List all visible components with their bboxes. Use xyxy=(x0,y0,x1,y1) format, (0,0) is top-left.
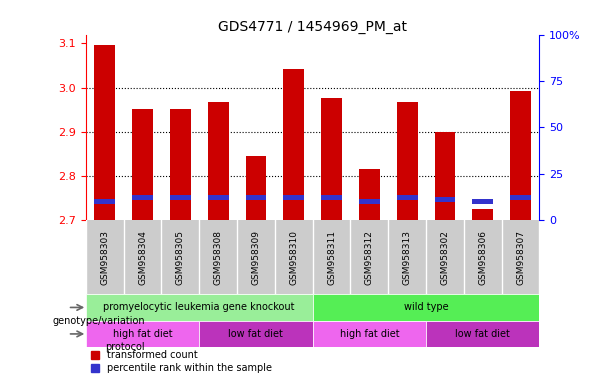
Bar xyxy=(170,109,191,220)
Bar xyxy=(94,45,115,220)
Bar xyxy=(359,169,379,220)
Bar xyxy=(208,195,229,200)
Text: low fat diet: low fat diet xyxy=(229,329,283,339)
Text: protocol: protocol xyxy=(105,342,145,352)
Bar xyxy=(86,321,199,347)
Bar xyxy=(510,91,531,220)
Text: GSM958308: GSM958308 xyxy=(213,230,223,285)
Bar xyxy=(359,199,379,204)
Text: high fat diet: high fat diet xyxy=(340,329,399,339)
Text: high fat diet: high fat diet xyxy=(113,329,172,339)
Text: low fat diet: low fat diet xyxy=(455,329,510,339)
Text: GSM958305: GSM958305 xyxy=(176,230,185,285)
Text: genotype/variation: genotype/variation xyxy=(52,316,145,326)
Text: GSM958303: GSM958303 xyxy=(100,230,109,285)
Bar xyxy=(473,199,493,204)
Text: GSM958311: GSM958311 xyxy=(327,230,336,285)
Text: GSM958302: GSM958302 xyxy=(440,230,449,285)
Text: GSM958304: GSM958304 xyxy=(138,230,147,285)
Text: GSM958306: GSM958306 xyxy=(478,230,487,285)
Bar xyxy=(208,102,229,220)
Bar xyxy=(170,195,191,200)
Bar xyxy=(313,321,426,347)
Bar xyxy=(435,197,455,202)
Bar xyxy=(510,195,531,200)
Bar xyxy=(132,195,153,200)
Text: wild type: wild type xyxy=(404,303,448,313)
Title: GDS4771 / 1454969_PM_at: GDS4771 / 1454969_PM_at xyxy=(218,20,407,33)
Bar xyxy=(473,209,493,220)
Bar xyxy=(313,294,539,321)
Bar xyxy=(397,195,417,200)
Bar xyxy=(199,321,313,347)
Bar xyxy=(86,294,313,321)
Text: GSM958313: GSM958313 xyxy=(403,230,412,285)
Bar xyxy=(435,132,455,220)
Bar xyxy=(397,102,417,220)
Bar xyxy=(321,195,342,200)
Bar xyxy=(246,156,266,220)
Text: GSM958312: GSM958312 xyxy=(365,230,374,285)
Bar xyxy=(283,69,304,220)
Bar xyxy=(426,321,539,347)
Text: GSM958307: GSM958307 xyxy=(516,230,525,285)
Text: GSM958310: GSM958310 xyxy=(289,230,299,285)
Legend: transformed count, percentile rank within the sample: transformed count, percentile rank withi… xyxy=(91,350,272,373)
Bar xyxy=(94,199,115,204)
Text: promyelocytic leukemia gene knockout: promyelocytic leukemia gene knockout xyxy=(104,303,295,313)
Bar xyxy=(283,195,304,200)
Text: GSM958309: GSM958309 xyxy=(251,230,261,285)
Bar xyxy=(321,98,342,220)
Bar xyxy=(132,109,153,220)
Bar xyxy=(246,195,266,200)
